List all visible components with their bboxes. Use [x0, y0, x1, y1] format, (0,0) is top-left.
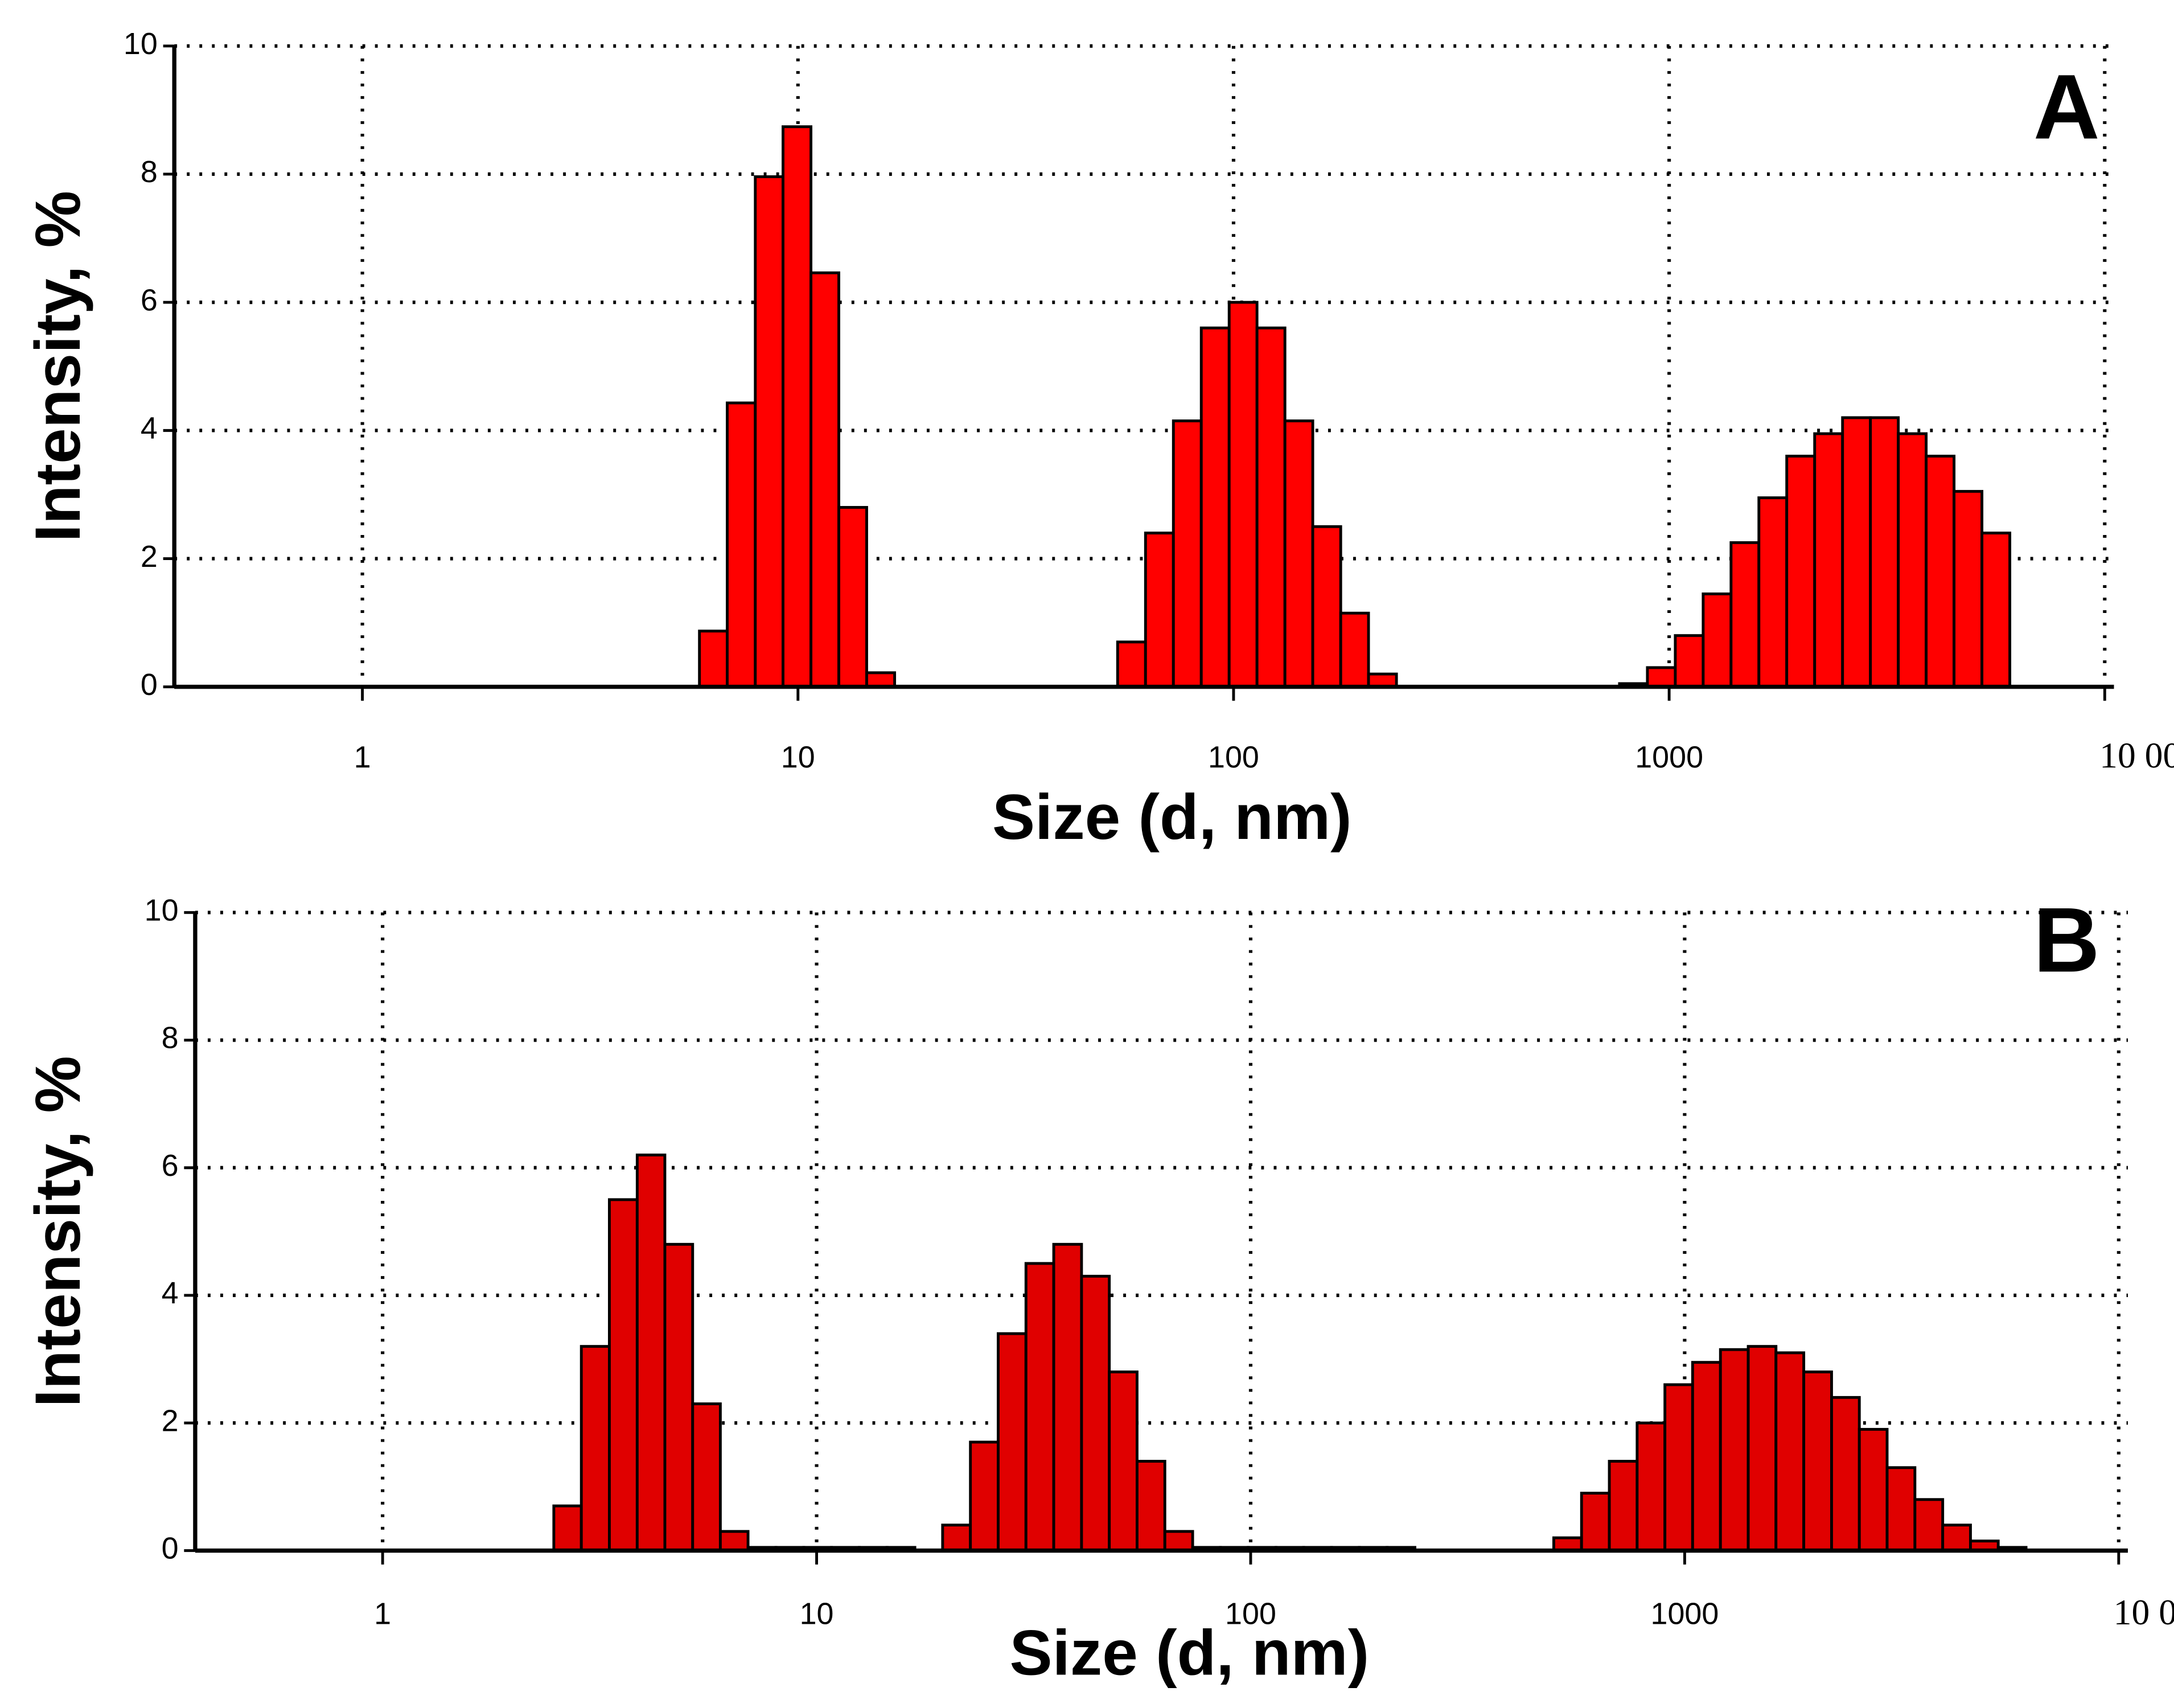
y-tick-label: 10	[124, 27, 158, 61]
bar	[1172, 419, 1203, 689]
bar	[1841, 416, 1872, 689]
y-tick-label: 8	[141, 155, 158, 189]
y-tick-label: 6	[162, 1149, 179, 1183]
bar	[1635, 1421, 1667, 1552]
y-tick-label: 0	[141, 668, 158, 702]
bar	[1746, 1345, 1778, 1552]
bar	[1719, 1348, 1750, 1552]
bar	[698, 629, 729, 689]
bar	[1339, 611, 1370, 689]
bar	[1311, 525, 1342, 689]
bar	[1108, 1370, 1139, 1552]
panel-label: A	[2033, 56, 2100, 158]
bar	[1802, 1370, 1833, 1552]
bar	[969, 1441, 1000, 1552]
x-tick-label: 10	[800, 1597, 834, 1631]
bar	[726, 401, 757, 689]
panel-label: B	[2033, 889, 2100, 991]
x-tick-label: 1000	[1651, 1597, 1719, 1631]
panel-1: 0 2 4 6 8 10 1 10 100 1000 10 000 Size (d, nm) Inten…	[22, 889, 2174, 1688]
x-tick-label: 10	[781, 740, 815, 774]
bar	[1857, 1427, 1889, 1552]
y-tick-label: 2	[162, 1404, 179, 1438]
bar	[782, 125, 813, 689]
x-tick-label: 1000	[1635, 740, 1703, 774]
y-tick-label: 10	[145, 894, 179, 928]
y-tick-label: 8	[162, 1021, 179, 1055]
bar	[691, 1402, 722, 1552]
y-tick-label: 4	[141, 411, 158, 446]
y-axis-title: Intensity, %	[22, 1056, 93, 1407]
bar	[1199, 326, 1231, 689]
bar	[1052, 1242, 1083, 1552]
x-tick-label: 1	[354, 740, 371, 774]
bar	[1757, 496, 1789, 689]
bar	[997, 1332, 1028, 1552]
bar	[1227, 301, 1259, 689]
bar	[580, 1345, 611, 1552]
bar	[635, 1153, 667, 1552]
bar	[552, 1504, 583, 1552]
bar	[1702, 592, 1733, 689]
y-tick-label: 2	[141, 540, 158, 574]
x-axis-title: Size (d, nm)	[1010, 1617, 1370, 1689]
bar	[1580, 1492, 1611, 1552]
bar	[1283, 419, 1314, 689]
bar	[941, 1524, 972, 1552]
x-tick-label: 100	[1208, 740, 1259, 774]
y-tick-label: 0	[162, 1532, 179, 1566]
bar	[1785, 454, 1817, 689]
bar	[1869, 416, 1900, 689]
x-tick-label: 1	[374, 1597, 391, 1631]
x-tick-label: 10 000	[2099, 735, 2174, 776]
bar	[1663, 1383, 1694, 1552]
bar	[1080, 1274, 1111, 1552]
bar	[1255, 326, 1287, 689]
bar	[1163, 1530, 1194, 1552]
bar	[1136, 1459, 1166, 1552]
x-tick-label: 100	[1225, 1597, 1276, 1631]
x-tick-label: 10 000	[2114, 1592, 2174, 1632]
bar	[1729, 541, 1761, 689]
bar	[865, 671, 897, 689]
bar	[1774, 1351, 1806, 1552]
bar	[608, 1198, 639, 1552]
bar	[1608, 1459, 1639, 1552]
bar	[1953, 489, 1984, 689]
bar	[1813, 432, 1844, 689]
bar	[1925, 454, 1956, 689]
y-tick-label: 6	[141, 283, 158, 317]
y-tick-label: 4	[162, 1276, 179, 1310]
bar	[1941, 1524, 1972, 1552]
bar	[718, 1530, 750, 1552]
bar	[1646, 666, 1677, 689]
bar	[1024, 1262, 1055, 1552]
bar	[1897, 432, 1928, 689]
bar	[1913, 1498, 1945, 1552]
y-axis-title: Intensity, %	[22, 191, 93, 542]
bar	[837, 506, 868, 689]
panel-0: 0 2 4 6 8 10 1 10 100 1000 10 000 Size (d, nm) Inten…	[22, 27, 2174, 853]
bar	[754, 175, 784, 689]
bar	[1885, 1466, 1917, 1552]
bar	[1144, 532, 1175, 689]
bar	[1116, 640, 1147, 689]
bar	[809, 271, 840, 689]
bar	[1691, 1361, 1722, 1552]
x-axis-title: Size (d, nm)	[992, 781, 1352, 853]
bar	[1830, 1396, 1861, 1552]
bar	[663, 1242, 694, 1552]
bar	[1674, 634, 1705, 689]
bar	[1980, 532, 2012, 689]
